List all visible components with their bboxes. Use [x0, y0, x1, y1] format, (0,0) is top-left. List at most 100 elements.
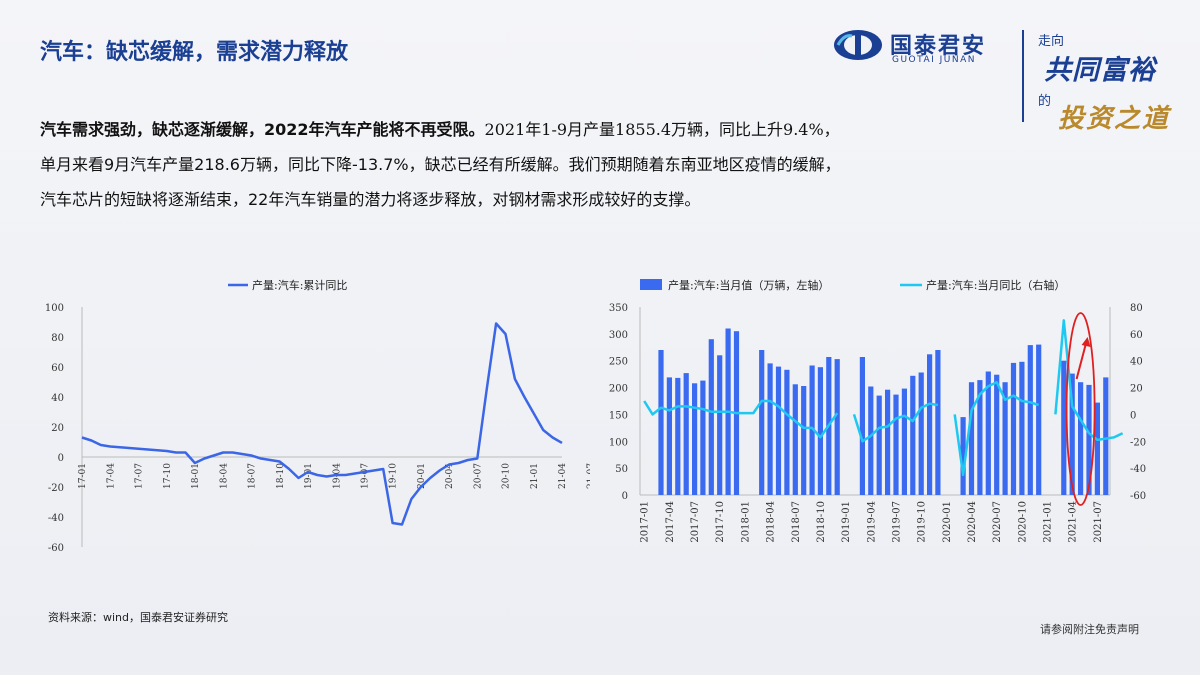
- bar-monthly-production: [1103, 377, 1109, 495]
- bar-monthly-production: [968, 382, 975, 495]
- bar-monthly-production: [985, 371, 991, 495]
- bar-monthly-production: [767, 363, 773, 495]
- logo-text-en: GUOTAI JUNAN: [892, 55, 976, 65]
- x-tick-label: 18-10: [276, 463, 286, 489]
- slogan-part-4: 投资之道: [1058, 104, 1171, 134]
- bar-monthly-production: [1002, 382, 1008, 495]
- y-tick-label: 100: [45, 303, 64, 314]
- bar-monthly-production: [817, 367, 823, 495]
- x-tick-label: 17-04: [106, 463, 116, 489]
- annotation-arrow: [1075, 340, 1088, 380]
- bar-monthly-production: [675, 377, 681, 495]
- x-tick-label: 2018-01: [740, 501, 751, 543]
- body-line-1: 2021年1-9月产量1855.4万辆，同比上升9.4%，: [484, 120, 840, 139]
- x-tick-label: 2017-07: [690, 501, 701, 543]
- x-tick-label: 17-07: [135, 463, 145, 489]
- y-tick-label: 0: [58, 453, 64, 464]
- y-tick-label: 40: [51, 393, 64, 404]
- bar-monthly-production: [809, 365, 815, 495]
- annotation-ellipse: [1065, 312, 1096, 506]
- right-y-tick-label: -60: [1130, 491, 1146, 502]
- bar-monthly-production: [1069, 373, 1075, 495]
- y-tick-label: 20: [51, 423, 64, 434]
- x-tick-label: 19-10: [389, 463, 399, 489]
- left-y-tick-label: 50: [615, 464, 628, 475]
- x-tick-label: 18-07: [248, 463, 258, 489]
- bar-monthly-production: [1086, 384, 1092, 495]
- x-tick-label: 2018-04: [766, 501, 777, 543]
- x-tick-label: 21-07: [586, 463, 590, 489]
- series-line-monthly-yoy: [852, 402, 939, 443]
- left-y-tick-label: 100: [609, 437, 628, 448]
- bar-monthly-production: [859, 357, 865, 495]
- x-tick-label: 19-01: [304, 463, 314, 489]
- y-tick-label: -40: [48, 513, 64, 524]
- bar-monthly-production: [1010, 362, 1017, 495]
- bar-monthly-production: [658, 350, 664, 495]
- slogan: 走向 共同富裕 的 投资之道: [1038, 28, 1178, 134]
- series-line-cumulative-yoy: [81, 322, 563, 526]
- body-line-2: 单月来看9月汽车产量218.6万辆，同比下降-13.7%，缺芯已经有所缓解。我们…: [40, 155, 841, 174]
- bar-monthly-production: [994, 374, 1000, 495]
- body-bold-lead: 汽车需求强劲，缺芯逐渐缓解，2022年汽车产能将不再受限。: [40, 120, 485, 139]
- bar-monthly-production: [901, 388, 907, 495]
- x-tick-label: 2021-07: [1093, 501, 1104, 543]
- x-tick-label: 17-10: [163, 463, 173, 489]
- y-tick-label: -20: [48, 483, 64, 494]
- x-tick-label: 2021-04: [1068, 501, 1079, 543]
- x-tick-label: 2019-01: [841, 501, 852, 543]
- bar-monthly-production: [1027, 345, 1033, 495]
- bar-monthly-production: [683, 373, 689, 495]
- x-tick-label: 2020-10: [1017, 501, 1028, 543]
- left-y-tick-label: 250: [609, 357, 628, 368]
- bar-monthly-production: [935, 350, 941, 495]
- bar-monthly-production: [893, 394, 899, 495]
- x-tick-label: 20-01: [417, 463, 427, 489]
- bar-monthly-production: [700, 380, 706, 495]
- slogan-part-3: 的: [1038, 94, 1052, 109]
- bar-monthly-production: [918, 372, 924, 495]
- slogan-part-2: 共同富裕: [1044, 55, 1156, 86]
- bar-monthly-production: [692, 383, 698, 495]
- bar-monthly-production: [1078, 382, 1084, 495]
- bar-monthly-production: [801, 386, 807, 495]
- left-y-tick-label: 150: [609, 410, 628, 421]
- bar-monthly-production: [885, 389, 891, 495]
- source-note: 资料来源：wind，国泰君安证券研究: [48, 611, 229, 624]
- x-tick-label: 2019-07: [891, 501, 902, 543]
- bar-monthly-production: [868, 386, 874, 495]
- body-paragraph: 汽车需求强劲，缺芯逐渐缓解，2022年汽车产能将不再受限。2021年1-9月产量…: [40, 112, 1040, 217]
- bar-monthly-production: [708, 339, 714, 495]
- y-tick-label: 80: [51, 333, 64, 344]
- series-line-monthly-yoy: [1054, 319, 1124, 442]
- x-tick-label: 20-07: [473, 463, 483, 489]
- bar-monthly-production: [784, 369, 790, 495]
- disclaimer-note: 请参阅附注免责声明: [1040, 623, 1139, 636]
- legend-label: 产量:汽车:累计同比: [252, 278, 347, 292]
- logo-text-cn: 国泰君安: [890, 34, 987, 59]
- monthly-production-combo-chart: 350300250200150100500806040200-20-40-602…: [609, 278, 1146, 543]
- y-tick-label: -60: [48, 543, 64, 554]
- y-tick-label: 60: [51, 363, 64, 374]
- legend-swatch-bars: [640, 279, 662, 290]
- x-tick-label: 2017-10: [715, 501, 726, 543]
- slide-title: 汽车：缺芯缓解，需求潜力释放: [40, 40, 349, 65]
- bar-monthly-production: [1036, 344, 1042, 495]
- x-tick-label: 21-01: [530, 463, 540, 489]
- bar-monthly-production: [960, 417, 966, 495]
- x-tick-label: 2017-01: [640, 501, 651, 543]
- x-tick-label: 2020-04: [967, 501, 978, 543]
- header-divider: [1022, 30, 1024, 122]
- left-y-tick-label: 0: [622, 491, 628, 502]
- right-y-tick-label: -20: [1130, 437, 1146, 448]
- body-line-3: 汽车芯片的短缺将逐渐结束，22年汽车销量的潜力将逐步释放，对钢材需求形成较好的支…: [40, 190, 701, 209]
- x-tick-label: 21-04: [558, 463, 568, 489]
- bar-monthly-production: [792, 384, 798, 495]
- x-tick-label: 2018-07: [791, 501, 802, 543]
- x-tick-label: 18-01: [191, 463, 201, 489]
- bar-monthly-production: [910, 375, 916, 495]
- logo-mark-icon: [834, 30, 882, 60]
- x-tick-label: 20-04: [445, 463, 455, 489]
- left-y-tick-label: 350: [609, 303, 628, 314]
- right-y-tick-label: 40: [1130, 357, 1143, 368]
